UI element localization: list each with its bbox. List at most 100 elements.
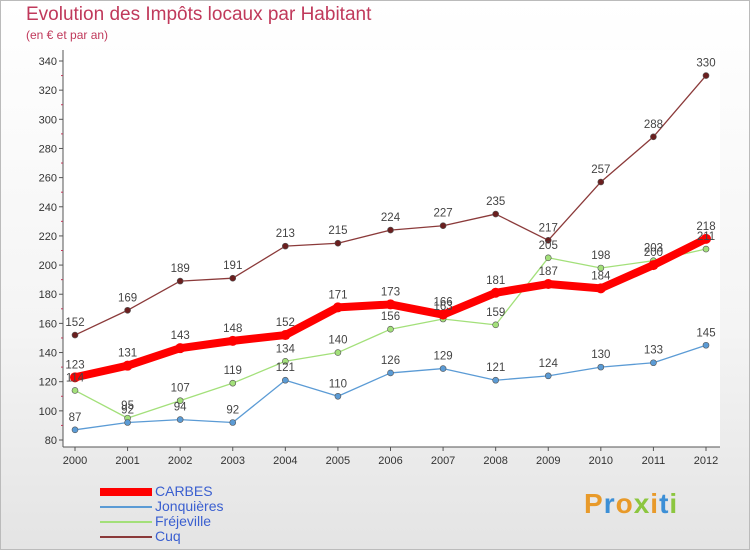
data-point [282,357,289,365]
y-tick-label: 340 [39,56,57,68]
data-point [595,283,606,294]
data-point [282,242,289,250]
data-label: 133 [644,345,663,357]
data-label: 95 [121,400,134,412]
chart-title: Evolution des Impôts locaux par Habitant [26,4,372,25]
data-point [176,416,184,423]
data-point [71,331,79,339]
data-label: 124 [539,358,559,370]
data-point [229,379,237,387]
data-label: 218 [696,221,715,233]
data-label: 152 [276,317,295,329]
y-tick-label: 220 [39,231,57,243]
data-point [544,254,552,262]
data-label: 92 [226,405,239,417]
data-label: 92 [121,405,134,417]
y-tick-label: 280 [39,143,57,155]
data-label: 171 [328,289,347,301]
data-point [597,178,605,186]
data-point [71,426,79,434]
data-label: 163 [433,301,452,313]
data-point [492,376,499,384]
data-point [387,369,394,377]
data-point [332,302,343,313]
data-point [544,372,552,380]
data-label: 114 [66,372,85,384]
legend-label: Jonquières [155,498,224,514]
data-label: 288 [644,119,663,131]
y-tick-label: 260 [39,173,57,185]
data-label: 148 [223,323,242,335]
data-label: 130 [591,349,610,361]
data-point [229,274,237,282]
data-label: 257 [591,164,610,176]
x-tick-label: 2002 [168,455,192,467]
data-label: 189 [171,263,190,275]
data-point [650,359,657,367]
data-point [122,360,133,371]
data-label: 227 [433,208,452,220]
data-point [124,419,131,426]
data-point [70,372,80,383]
x-tick-label: 2012 [694,455,718,467]
data-label: 121 [276,362,295,374]
data-label: 129 [433,351,452,363]
data-label: 198 [591,250,610,262]
data-label: 184 [591,270,611,282]
data-point [543,279,554,290]
data-point [439,365,447,372]
y-tick-label: 320 [39,85,57,97]
data-point [334,349,342,356]
data-point [385,299,396,310]
data-point [492,210,499,218]
y-tick-label: 160 [39,318,57,330]
x-tick-label: 2011 [642,455,666,467]
data-point [701,233,711,244]
data-label: 94 [174,402,187,414]
data-label: 107 [171,383,190,395]
y-tick-label: 240 [39,202,57,214]
x-tick-label: 2000 [63,455,87,467]
data-point [702,341,710,349]
y-tick-label: 100 [39,406,57,418]
data-label: 110 [329,378,347,390]
data-label: 224 [381,212,401,224]
data-point [71,387,79,394]
data-label: 131 [118,348,137,360]
data-point [597,363,605,371]
x-tick-label: 2001 [115,455,139,467]
legend-swatch [100,488,152,496]
data-point [702,245,710,253]
data-point [229,419,237,426]
data-label: 166 [433,297,452,309]
data-point [176,397,184,404]
data-label: 134 [276,343,296,355]
data-point [648,260,659,271]
data-point [438,309,449,320]
data-label: 152 [65,317,84,329]
data-label: 217 [539,222,558,234]
data-label: 191 [223,260,242,272]
data-label: 87 [69,412,82,424]
data-point [280,330,291,341]
y-tick-label: 200 [39,260,57,272]
x-tick-label: 2009 [536,455,560,467]
data-label: 330 [696,58,715,70]
data-label: 119 [224,365,242,377]
data-point [387,325,394,333]
data-label: 181 [486,275,505,287]
plot-area [63,50,720,447]
data-label: 235 [486,196,505,208]
legend-label: CARBES [155,483,213,499]
legend-swatch [100,521,152,523]
legend-swatch [100,536,152,538]
data-point [282,376,289,384]
data-point [387,226,394,234]
legend-swatch [100,506,152,508]
data-label: 203 [644,243,663,255]
x-tick-label: 2006 [378,455,402,467]
data-label: 213 [276,228,295,240]
data-point [439,222,447,230]
data-label: 211 [697,231,715,243]
data-point [227,335,238,346]
